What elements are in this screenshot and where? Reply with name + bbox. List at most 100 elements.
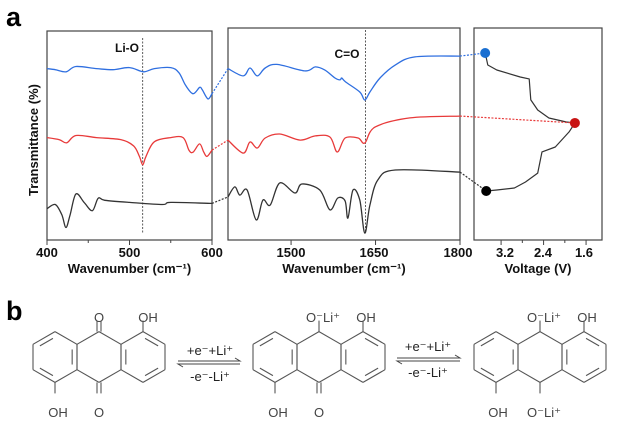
bond-line bbox=[364, 367, 379, 377]
spectrum-line-red bbox=[46, 134, 213, 166]
equilibrium-arrow-2: +e⁻+Li⁺ -e⁻-Li⁺ bbox=[395, 339, 462, 380]
bond-line bbox=[98, 369, 122, 383]
bond-line bbox=[480, 367, 495, 377]
bond-line bbox=[120, 369, 144, 383]
y-axis-label: Transmittance (%) bbox=[26, 84, 41, 196]
forward-arrow-icon bbox=[397, 354, 462, 359]
bond-line bbox=[144, 367, 159, 377]
backward-condition: -e⁻-Li⁺ bbox=[408, 365, 448, 380]
x-tick-label: 1650 bbox=[360, 245, 389, 260]
x-tick-label: 3.2 bbox=[496, 245, 514, 260]
spectrum-line-blue bbox=[46, 65, 213, 100]
chart-marks bbox=[46, 30, 587, 245]
molecule-intermediate: O⁻Li⁺ OH OH O bbox=[268, 310, 376, 420]
x-tick-label: 1500 bbox=[277, 245, 306, 260]
spectrum-line-black bbox=[46, 192, 213, 229]
x-tick-label: 500 bbox=[119, 245, 141, 260]
x-tick-label: 2.4 bbox=[534, 245, 553, 260]
bond-line bbox=[142, 331, 166, 345]
plot-frame bbox=[227, 27, 461, 241]
forward-condition: +e⁻+Li⁺ bbox=[405, 339, 451, 354]
x-tick-label: 1.6 bbox=[575, 245, 593, 260]
reaction-scheme: O OH OH O O⁻Li⁺ OH OH O O⁻Li⁺ OH OH O⁻Li… bbox=[32, 310, 607, 420]
backward-condition: -e⁻-Li⁺ bbox=[190, 369, 230, 384]
bond-line bbox=[318, 369, 342, 383]
x-axis-label: Wavenumber (cm⁻¹) bbox=[282, 261, 405, 276]
molecule-product: O⁻Li⁺ OH OH O⁻Li⁺ bbox=[488, 310, 597, 420]
bottom-substituent: O bbox=[314, 405, 324, 420]
bond-line bbox=[296, 331, 320, 345]
bond-line bbox=[120, 331, 144, 345]
top-right-substituent: OH bbox=[356, 310, 376, 325]
bond-line bbox=[362, 369, 386, 383]
forward-arrow-icon bbox=[178, 357, 242, 362]
bond-line bbox=[274, 331, 298, 345]
backward-arrow-icon bbox=[395, 360, 460, 365]
bond-line bbox=[296, 369, 320, 383]
top-substituent: O⁻Li⁺ bbox=[527, 310, 561, 325]
connector-dotted-black bbox=[459, 171, 487, 192]
bond-line bbox=[318, 331, 342, 345]
molecule-reactant: O OH OH O bbox=[48, 310, 158, 420]
annotation-c-o: C=O bbox=[334, 47, 359, 61]
bottom-substituent: O⁻Li⁺ bbox=[527, 405, 561, 420]
x-tick-label: 600 bbox=[201, 245, 223, 260]
bond-line bbox=[340, 331, 364, 345]
x-tick-label: 1800 bbox=[444, 245, 473, 260]
bond-line bbox=[362, 331, 386, 345]
bond-line bbox=[259, 337, 274, 347]
bond-line bbox=[32, 331, 56, 345]
spectrum-line-red bbox=[227, 115, 461, 154]
bond-line bbox=[54, 331, 78, 345]
bond-line bbox=[39, 367, 54, 377]
top-right-substituent: OH bbox=[577, 310, 597, 325]
bond-line bbox=[98, 331, 122, 345]
state-marker-black bbox=[481, 186, 492, 196]
bond-line bbox=[561, 369, 585, 383]
bond-line bbox=[259, 367, 274, 377]
bond-line bbox=[517, 369, 541, 383]
forward-condition: +e⁻+Li⁺ bbox=[187, 343, 233, 358]
x-tick-label: 400 bbox=[36, 245, 58, 260]
bond-line bbox=[583, 369, 607, 383]
chart-c-o: C=O 1500 1650 1800 Wavenumber (cm⁻¹) bbox=[227, 27, 473, 276]
top-substituent: O⁻Li⁺ bbox=[306, 310, 340, 325]
x-axis-label: Voltage (V) bbox=[505, 261, 572, 276]
spectrum-line-black bbox=[227, 169, 461, 234]
bond-line bbox=[39, 337, 54, 347]
bottom-left-substituent: OH bbox=[268, 405, 288, 420]
connector-dotted-blue bbox=[211, 68, 229, 95]
x-axis-label: Wavenumber (cm⁻¹) bbox=[68, 261, 191, 276]
bond-line bbox=[142, 369, 166, 383]
panel-label-b: b bbox=[6, 296, 23, 326]
state-marker-blue bbox=[480, 48, 491, 58]
bond-line bbox=[539, 369, 563, 383]
bond-line bbox=[32, 369, 56, 383]
chart-voltage: 3.2 2.4 1.6 Voltage (V) bbox=[473, 27, 603, 276]
panel-label-a: a bbox=[6, 2, 22, 32]
bond-line bbox=[340, 369, 364, 383]
bond-line bbox=[76, 331, 100, 345]
state-marker-red bbox=[569, 117, 580, 128]
molecule-bonds bbox=[32, 320, 607, 394]
bond-line bbox=[252, 369, 276, 383]
bottom-left-substituent: OH bbox=[488, 405, 508, 420]
bond-line bbox=[252, 331, 276, 345]
bond-line bbox=[473, 369, 497, 383]
bond-line bbox=[76, 369, 100, 383]
plot-frame bbox=[473, 27, 603, 241]
top-right-substituent: OH bbox=[138, 310, 158, 325]
annotation-li-o: Li-O bbox=[115, 41, 139, 55]
connector-dotted-black bbox=[211, 196, 229, 204]
bond-line bbox=[539, 331, 563, 345]
spectrum-line-blue bbox=[227, 55, 461, 101]
bond-line bbox=[495, 331, 519, 345]
bond-line bbox=[54, 369, 78, 383]
bond-line bbox=[364, 337, 379, 347]
backward-arrow-icon bbox=[176, 363, 240, 368]
top-substituent: O bbox=[94, 310, 104, 325]
bond-line bbox=[585, 367, 600, 377]
connector-dotted-red bbox=[211, 139, 229, 151]
bottom-left-substituent: OH bbox=[48, 405, 68, 420]
